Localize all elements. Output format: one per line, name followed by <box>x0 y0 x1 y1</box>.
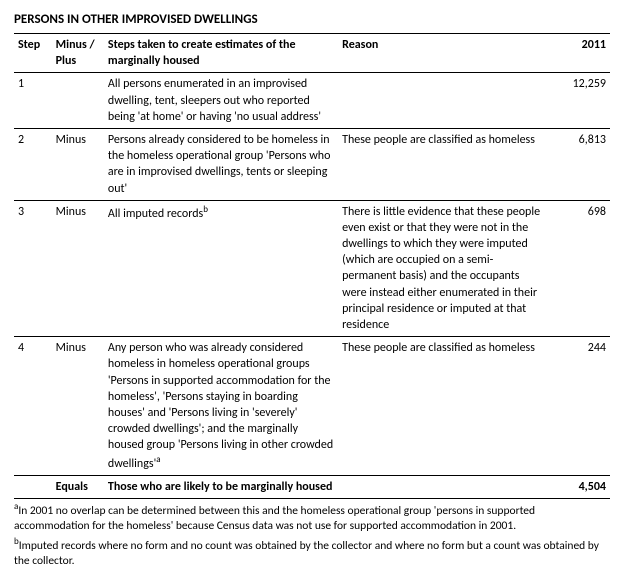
table-row: 1 All persons enumerated in an improvise… <box>14 73 610 129</box>
cell-steps-taken: All persons enumerated in an improvised … <box>104 73 338 129</box>
table-row: 2 Minus Persons already considered to be… <box>14 128 610 200</box>
cell-reason <box>338 73 547 129</box>
cell-reason <box>338 475 547 498</box>
cell-step <box>14 475 52 498</box>
cell-mp <box>52 73 104 129</box>
cell-reason: These people are classified as homeless <box>338 337 547 476</box>
cell-year: 244 <box>547 337 610 476</box>
table-row: 3 Minus All imputed recordsb There is li… <box>14 200 610 337</box>
total-row: Equals Those who are likely to be margin… <box>14 475 610 498</box>
cell-step: 4 <box>14 337 52 476</box>
cell-step: 3 <box>14 200 52 337</box>
cell-steps-taken: Any person who was already considered ho… <box>104 337 338 476</box>
header-minus-plus: Minus / Plus <box>52 34 104 73</box>
cell-year: 698 <box>547 200 610 337</box>
cell-year: 6,813 <box>547 128 610 200</box>
cell-step: 1 <box>14 73 52 129</box>
header-year: 2011 <box>547 34 610 73</box>
cell-steps-taken: All imputed recordsb <box>104 200 338 337</box>
footnote-a: aIn 2001 no overlap can be determined be… <box>14 501 610 535</box>
cell-steps-taken: Those who are likely to be marginally ho… <box>104 475 338 498</box>
cell-mp: Minus <box>52 128 104 200</box>
footnote-b: bImputed records where no form and no co… <box>14 536 610 570</box>
cell-reason: There is little evidence that these peop… <box>338 200 547 337</box>
header-step: Step <box>14 34 52 73</box>
data-table: Step Minus / Plus Steps taken to create … <box>14 33 610 499</box>
cell-mp: Minus <box>52 200 104 337</box>
cell-reason: These people are classified as homeless <box>338 128 547 200</box>
cell-year: 12,259 <box>547 73 610 129</box>
footnote-marker: b <box>203 204 208 215</box>
cell-step: 2 <box>14 128 52 200</box>
cell-steps-taken: Persons already considered to be homeles… <box>104 128 338 200</box>
table-row: 4 Minus Any person who was already consi… <box>14 337 610 476</box>
footnotes: aIn 2001 no overlap can be determined be… <box>14 501 610 570</box>
footnote-marker: a <box>156 454 160 465</box>
header-steps-taken: Steps taken to create estimates of the m… <box>104 34 338 73</box>
cell-year: 4,504 <box>547 475 610 498</box>
header-row: Step Minus / Plus Steps taken to create … <box>14 34 610 73</box>
cell-mp: Equals <box>52 475 104 498</box>
header-reason: Reason <box>338 34 547 73</box>
cell-mp: Minus <box>52 337 104 476</box>
table-title: PERSONS IN OTHER IMPROVISED DWELLINGS <box>14 12 610 27</box>
